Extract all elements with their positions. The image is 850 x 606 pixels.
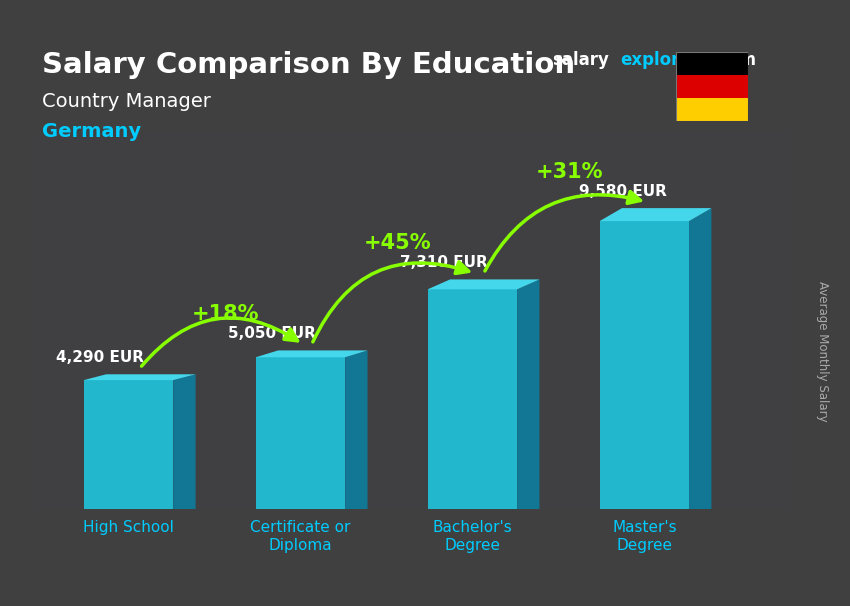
Polygon shape	[84, 380, 173, 509]
Text: Country Manager: Country Manager	[42, 92, 211, 111]
Text: +31%: +31%	[536, 162, 604, 182]
Bar	[676, 98, 748, 121]
Polygon shape	[428, 279, 540, 289]
Text: .com: .com	[711, 51, 756, 68]
Polygon shape	[428, 289, 517, 509]
Polygon shape	[599, 221, 689, 509]
Text: 5,050 EUR: 5,050 EUR	[229, 327, 316, 341]
Text: 9,580 EUR: 9,580 EUR	[579, 184, 667, 199]
Polygon shape	[173, 375, 196, 509]
Text: 4,290 EUR: 4,290 EUR	[56, 350, 144, 365]
Text: Average Monthly Salary: Average Monthly Salary	[816, 281, 829, 422]
Polygon shape	[517, 279, 540, 509]
Polygon shape	[599, 208, 711, 221]
Polygon shape	[84, 375, 196, 380]
Text: 7,310 EUR: 7,310 EUR	[400, 255, 488, 270]
Text: +45%: +45%	[364, 233, 432, 253]
Polygon shape	[689, 208, 711, 509]
Polygon shape	[256, 358, 345, 509]
Polygon shape	[256, 350, 367, 358]
Polygon shape	[345, 350, 367, 509]
Text: explorer: explorer	[620, 51, 700, 68]
Text: Salary Comparison By Education: Salary Comparison By Education	[42, 51, 575, 79]
Bar	[676, 52, 748, 75]
Text: Germany: Germany	[42, 122, 141, 141]
Bar	[676, 75, 748, 98]
Text: +18%: +18%	[192, 304, 259, 324]
Text: salary: salary	[552, 51, 609, 68]
